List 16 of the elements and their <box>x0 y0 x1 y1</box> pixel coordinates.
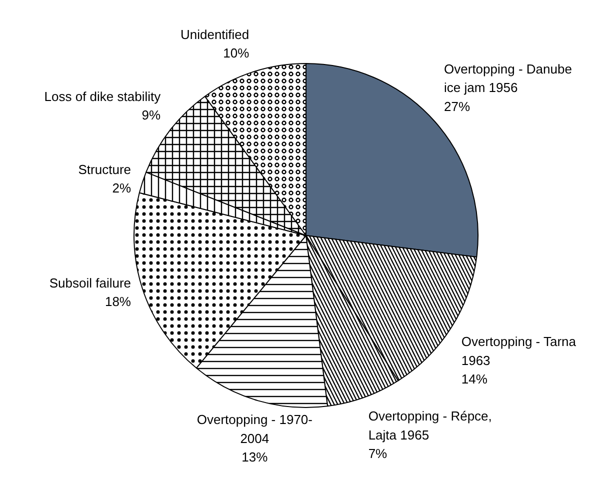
slice-label: Unidentified <box>180 26 250 42</box>
data-label: 10% <box>223 46 250 61</box>
slice-label: Overtopping - Répce, Lajta 1965 <box>368 408 492 442</box>
data-label: 27% <box>444 98 470 114</box>
data-label: 2% <box>112 180 132 196</box>
data-label: 9% <box>142 108 162 123</box>
data-label: 14% <box>461 372 488 387</box>
slice-label: Subsoil failure <box>49 275 132 290</box>
slice-label: Structure <box>78 162 132 177</box>
data-label: 18% <box>104 294 132 310</box>
slice-label: Overtopping - Tarna 1963 <box>461 334 577 368</box>
slice-label: Loss of dike stability <box>44 88 162 104</box>
slice-label: Overtopping - Danube ice jam 1956 <box>444 61 572 96</box>
data-label: 7% <box>368 446 388 462</box>
data-label: 13% <box>242 450 268 465</box>
slice-label: Overtopping - 1970- 2004 <box>196 412 312 446</box>
